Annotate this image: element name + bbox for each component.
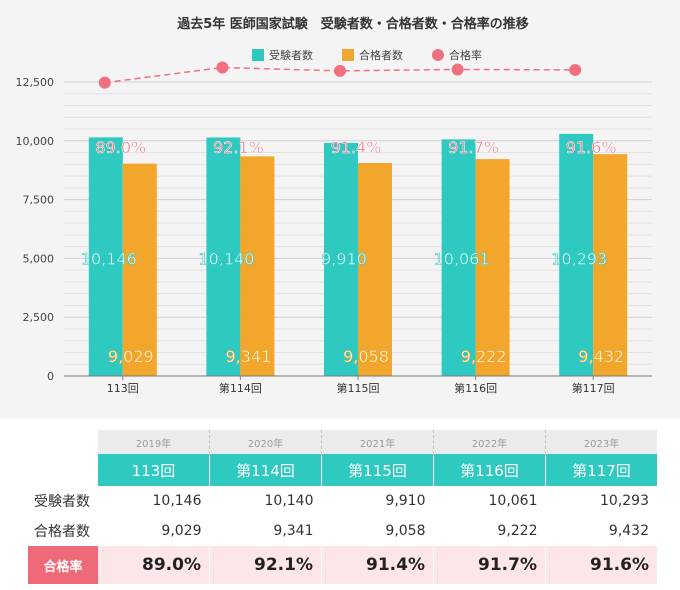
exam-cell: 113回 [98,454,210,486]
year-cell: 2022年 [433,430,546,454]
x-tick-label: 第116回 [454,381,497,395]
passers-bar [358,162,392,376]
examinees-bar [324,142,358,376]
x-tick-label: 第115回 [337,381,380,395]
row-label: 受験者数 [34,494,90,510]
rate-label: 合格率 [28,546,98,584]
y-tick-label: 5,000 [23,252,55,265]
row-label: 合格者数 [34,524,90,540]
x-tick-label: 113回 [107,382,139,395]
y-tick-label: 10,000 [16,135,55,148]
year-cell: 2023年 [545,430,657,454]
passers-cell: 9,432 [608,523,649,539]
pass-rate-point [216,61,229,74]
exam-cell: 第117回 [545,454,657,486]
summary-table: 2019年 2020年 2021年 2022年 2023年 113回 第114回… [28,430,657,584]
exam-cell: 第116回 [433,454,546,486]
pass-rate-line [104,66,576,84]
passers-value-label: 9,432 [578,347,624,366]
rate-cell: 91.6% [545,546,657,584]
examinees-value-label: 10,146 [81,249,137,268]
passers-bar [593,154,628,376]
legend-label: 合格者数 [359,48,403,62]
passers-cell: 9,341 [273,523,314,539]
examinees-bar [206,137,241,376]
examinees-cell: 10,146 [152,493,202,509]
pass-rate-point [98,76,111,89]
examinees-row: 受験者数 10,146 10,140 9,910 10,061 10,293 [28,486,657,516]
passers-value-label: 9,222 [461,347,507,366]
pass-rate-label: 91.7% [448,138,499,157]
chart-panel: 過去5年 医師国家試験 受験者数・合格者数・合格率の推移受験者数 合格者数 合格率 0… [0,0,680,418]
examinees-cell: 10,140 [264,493,314,509]
pass-rate-point [451,63,464,76]
corner-cell [28,430,98,454]
examinees-value-label: 9,910 [321,249,367,268]
exam-row: 113回 第114回 第115回 第116回 第117回 [28,454,657,486]
pass-rate-point [569,63,582,76]
y-tick-label: 2,500 [23,311,55,324]
rate-cell: 91.7% [433,546,546,584]
passers-cell: 9,058 [385,523,426,539]
legend-label: 合格率 [449,48,482,62]
x-tick-label: 第114回 [219,381,262,395]
exam-cell: 第115回 [321,454,434,486]
y-tick-label: 12,500 [16,76,55,89]
examinees-bar [559,133,594,376]
y-tick-label: 0 [47,370,54,383]
passers-value-label: 9,029 [108,347,154,366]
passers-bar [122,163,157,376]
corner-cell [28,454,98,486]
examinees-cell: 9,910 [385,493,426,509]
pass-rate-label: 91.4% [331,138,382,157]
rate-cell: 91.4% [321,546,434,584]
y-tick-label: 7,500 [23,194,55,207]
rate-cell: 92.1% [209,546,322,584]
legend-label: 受験者数 [269,48,313,62]
exam-cell: 第114回 [209,454,322,486]
passers-row: 合格者数 9,029 9,341 9,058 9,222 9,432 [28,516,657,546]
pass-rate-point [334,64,346,77]
pass-rate-label: 92.1% [213,138,264,157]
examinees-cell: 10,061 [488,493,538,509]
pass-rate-label: 89.0% [95,138,146,157]
examinees-bar [441,139,476,376]
examinees-value-label: 10,061 [434,249,490,268]
x-tick-label: 第117回 [572,381,615,395]
passers-cell: 9,029 [161,523,202,539]
passers-bar [240,156,275,376]
legend-swatch [252,49,264,61]
pass-rate-row: 合格率 89.0% 92.1% 91.4% 91.7% 91.6% [28,546,657,584]
passers-value-label: 9,341 [225,347,271,366]
year-row: 2019年 2020年 2021年 2022年 2023年 [28,430,657,454]
legend-swatch [342,49,354,61]
examinees-cell: 10,293 [600,493,649,509]
legend-swatch [432,49,444,61]
summary-table-panel: 2019年 2020年 2021年 2022年 2023年 113回 第114回… [0,418,680,590]
passers-bar [475,159,510,376]
pass-rate-label: 91.6% [566,138,617,157]
examinees-value-label: 10,140 [198,249,254,268]
passers-value-label: 9,058 [343,347,389,366]
examinees-value-label: 10,293 [551,249,607,268]
year-cell: 2020年 [209,430,322,454]
rate-cell: 89.0% [98,546,210,584]
year-cell: 2021年 [321,430,434,454]
examinees-bar [88,137,123,376]
year-cell: 2019年 [98,430,210,454]
passers-cell: 9,222 [497,523,538,539]
chart-title: 過去5年 医師国家試験 受験者数・合格者数・合格率の推移 [176,16,529,32]
